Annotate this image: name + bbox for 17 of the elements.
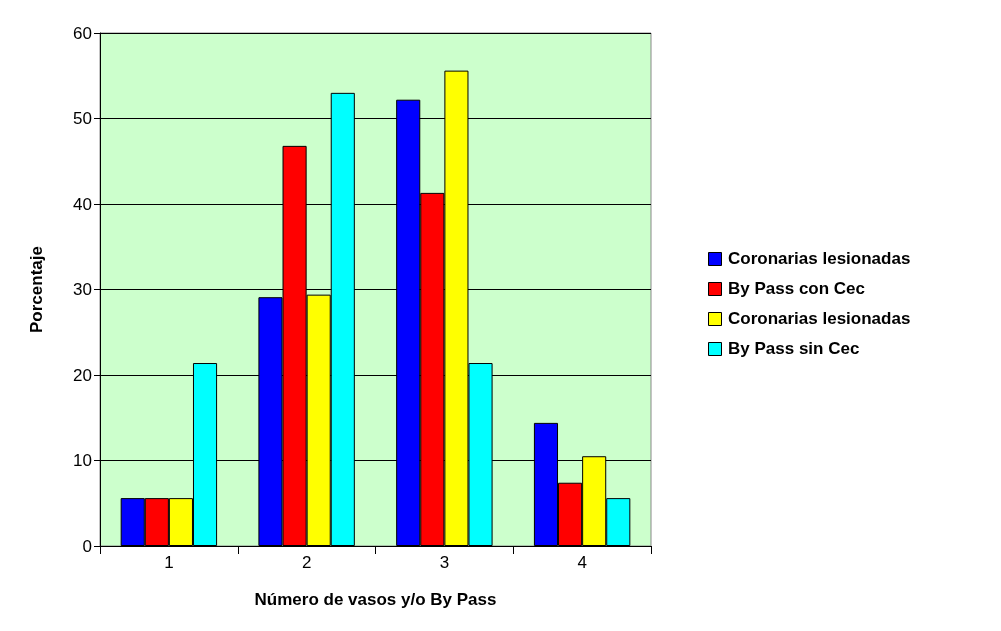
y-tick-label: 60: [73, 23, 92, 43]
y-tick-label: 20: [73, 365, 92, 385]
y-tick-label: 0: [82, 536, 92, 556]
y-tick-label: 30: [73, 280, 92, 299]
y-tick-label: 40: [73, 194, 92, 214]
y-tick-label: 50: [73, 109, 92, 128]
y-tick-label: 10: [73, 451, 92, 470]
x-axis-title: Número de vasos y/o By Pass: [254, 590, 497, 609]
y-axis-title: Porcentaje: [27, 246, 46, 333]
legend-label: By Pass sin Cec: [728, 339, 860, 358]
legend-label: Coronarias lesionadas: [728, 249, 911, 268]
x-tick-label: 1: [164, 553, 174, 572]
x-tick-label: 4: [577, 553, 587, 572]
legend-label: By Pass con Cec: [728, 279, 866, 298]
legend-label: Coronarias lesionadas: [728, 309, 911, 328]
x-tick-label: 2: [301, 553, 312, 572]
x-tick-label: 3: [439, 553, 450, 572]
